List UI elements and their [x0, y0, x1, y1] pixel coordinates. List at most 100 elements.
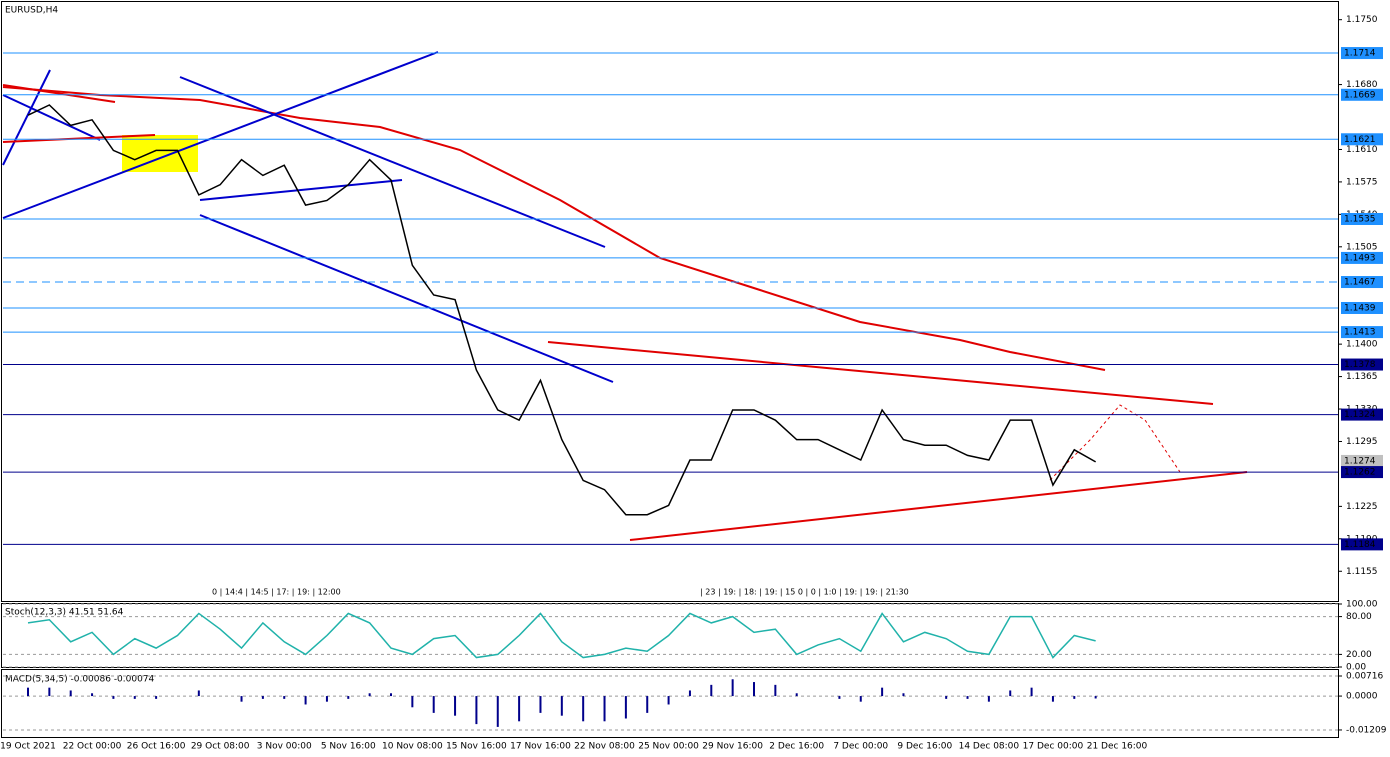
macd-bar [966, 696, 969, 699]
x-tick-label: 17 Dec 00:00 [1023, 742, 1084, 752]
level-label-box [1341, 212, 1383, 225]
level-label: 1.1467 [1344, 278, 1376, 288]
x-tick-label: 29 Nov 16:00 [702, 742, 763, 752]
x-tick-label: 15 Nov 16:00 [446, 742, 507, 752]
level-label: 1.1262 [1344, 468, 1376, 478]
projection [1049, 404, 1181, 481]
trend-line [2, 69, 51, 166]
time-marks: | 23 | 19: | 18: | 19: | 15 0 | 0 | 1:0 … [700, 588, 909, 597]
macd-bar [582, 696, 585, 722]
x-tick-label: 21 Dec 16:00 [1087, 742, 1148, 752]
macd-bar [731, 679, 734, 697]
macd-bar [1094, 696, 1097, 699]
y-tick-label: 1.1575 [1346, 177, 1378, 187]
macd-bar [945, 696, 948, 699]
y-tick-label: 1.1295 [1346, 437, 1378, 447]
indicator-title: MACD(5,34,5) -0.00086 -0.00074 [5, 675, 155, 685]
macd-bar [603, 696, 606, 722]
y-tick-label: 1.1610 [1346, 145, 1378, 155]
macd-bar [411, 696, 414, 708]
x-tick-label: 17 Nov 16:00 [510, 742, 571, 752]
macd-bar [69, 690, 72, 697]
macd-bar [368, 693, 371, 697]
macd-bar [646, 696, 649, 713]
y-tick-label: 0.00716 [1346, 671, 1383, 681]
macd-bar [91, 693, 94, 697]
trend-line [2, 84, 116, 103]
trend-line [2, 51, 439, 219]
macd-bar [304, 696, 307, 705]
level-label-box [1341, 408, 1383, 421]
macd-bar [624, 696, 627, 719]
level-label-box [1341, 133, 1383, 146]
y-tick-label: 0.0000 [1346, 692, 1378, 702]
moving-average [2, 86, 1106, 371]
level-label: 1.1714 [1344, 49, 1376, 59]
x-tick-label: 7 Dec 00:00 [833, 742, 888, 752]
y-tick-label: 1.1400 [1346, 340, 1378, 350]
y-tick-label: -0.01209 [1346, 725, 1387, 735]
level-label: 1.1413 [1344, 328, 1376, 338]
y-tick-label: 20.00 [1346, 650, 1372, 660]
level-label-box [1341, 326, 1383, 339]
x-tick-label: 3 Nov 00:00 [257, 742, 312, 752]
highlight-zone [122, 135, 198, 172]
macd-bar [518, 696, 521, 722]
level-label-box [1341, 454, 1383, 467]
macd-bar [112, 696, 115, 699]
price-line [27, 104, 1097, 516]
macd-bar [261, 696, 264, 699]
level-label-box [1341, 47, 1383, 60]
macd-bar [902, 693, 905, 697]
level-label: 1.1439 [1344, 303, 1376, 313]
x-tick-label: 19 Oct 2021 [0, 742, 56, 752]
macd-bar [155, 696, 158, 699]
x-tick-label: 26 Oct 16:00 [127, 742, 186, 752]
macd-bar [390, 693, 392, 697]
macd-bar [1030, 687, 1033, 697]
level-label: 1.1324 [1344, 410, 1376, 420]
macd-bar [838, 696, 841, 699]
macd-bar [1073, 696, 1076, 699]
trend-line [199, 179, 403, 201]
macd-bar [881, 687, 884, 697]
level-label: 1.1378 [1344, 360, 1376, 370]
main-pane [1, 1, 1339, 602]
x-tick-label: 2 Dec 16:00 [769, 742, 824, 752]
drawings [2, 51, 1248, 541]
macd-bar [432, 696, 435, 713]
macd-bar [27, 687, 29, 697]
level-label-box [1341, 276, 1383, 289]
level-label-box [1341, 88, 1383, 101]
price-line [27, 612, 1096, 659]
chart-title: EURUSD,H4 [5, 6, 58, 16]
macd-bar [688, 690, 691, 697]
x-tick-label: 22 Nov 08:00 [574, 742, 635, 752]
macd-bar [795, 693, 798, 697]
macd-bar [48, 687, 51, 697]
x-tick-label: 10 Nov 08:00 [382, 742, 443, 752]
trend-line [629, 471, 1248, 541]
level-label: 1.1535 [1344, 214, 1376, 224]
macd-bar [774, 684, 777, 697]
y-tick-label: 1.1155 [1346, 567, 1378, 577]
level-label-box [1341, 466, 1383, 479]
trend-line [2, 94, 101, 141]
macd-bar [325, 696, 328, 702]
macd-bar [1009, 690, 1012, 697]
x-tick-label: 14 Dec 08:00 [959, 742, 1020, 752]
macd-pane [1, 669, 1339, 738]
level-label-box [1341, 538, 1383, 551]
level-label: 1.1274 [1344, 456, 1376, 466]
level-label: 1.1621 [1344, 135, 1376, 145]
level-label-box [1341, 358, 1383, 371]
macd-bar [667, 696, 670, 705]
trend-line [547, 341, 1214, 405]
macd-bar [283, 696, 286, 699]
level-label: 1.1669 [1344, 90, 1376, 100]
macd-bar [240, 696, 243, 702]
macd-bar [1051, 696, 1054, 702]
y-tick-label: 1.1365 [1346, 372, 1378, 382]
